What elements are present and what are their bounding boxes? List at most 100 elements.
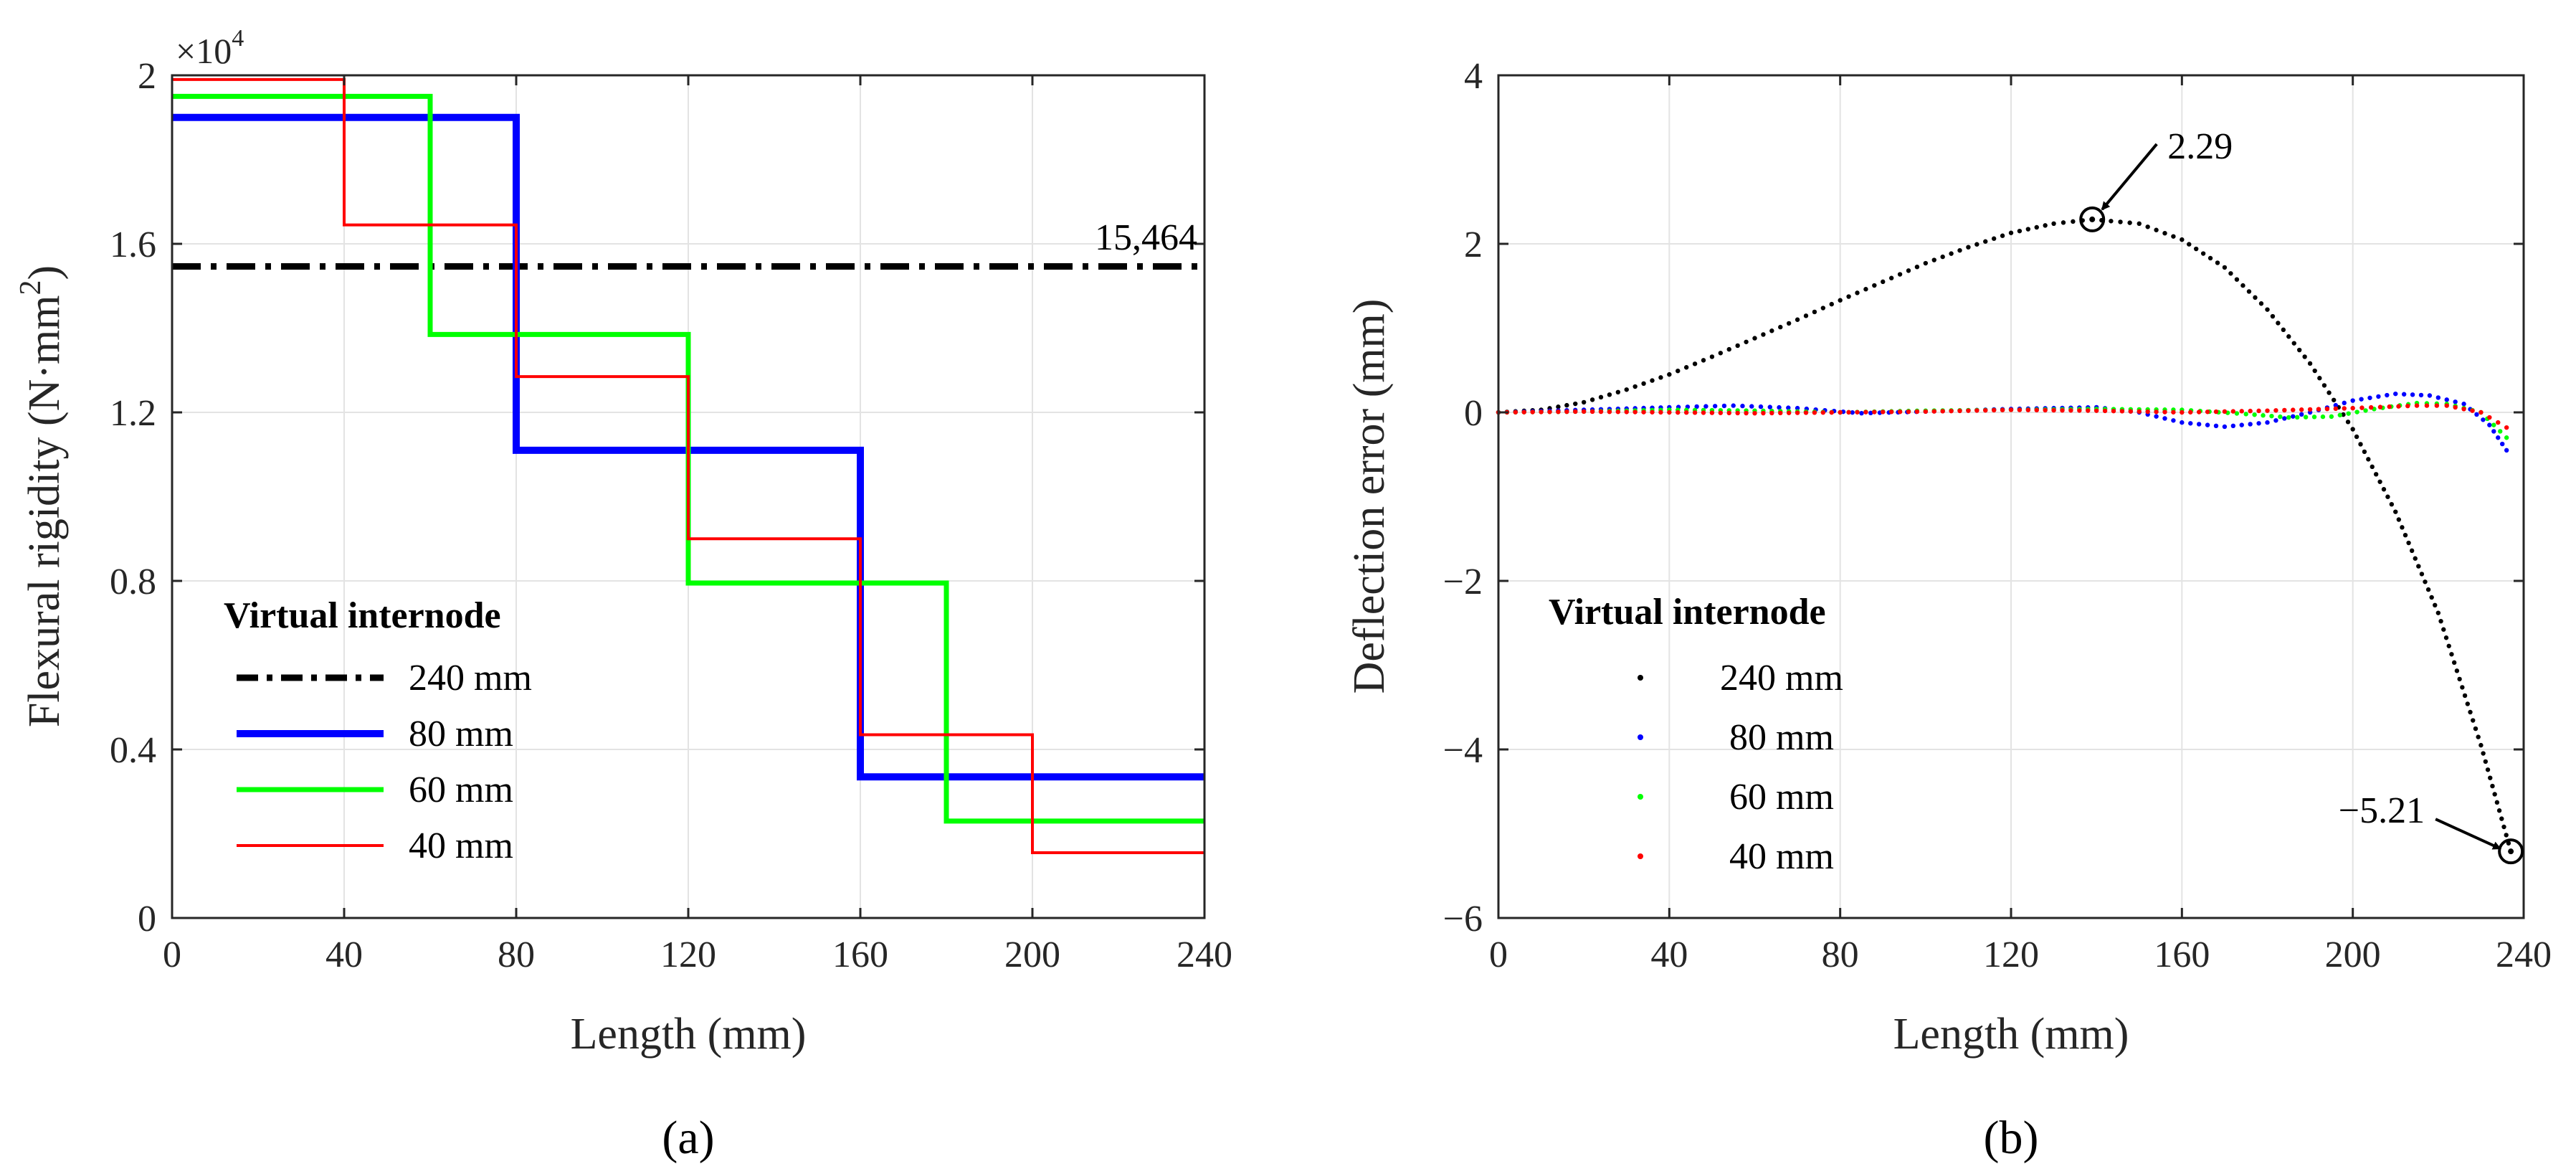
panel-a-y-ticks: 0 0.4 0.8 1.2 1.6 2 (110, 56, 1204, 939)
data-point (1859, 410, 1864, 416)
data-point (2043, 407, 2048, 413)
data-point (2354, 410, 2359, 415)
data-point (2154, 227, 2159, 232)
data-point (2362, 449, 2367, 455)
data-point (2193, 246, 2199, 252)
data-point (1556, 404, 1561, 410)
panel-b-legend-title: Virtual internode (1549, 592, 1826, 633)
data-point (2492, 792, 2497, 797)
data-point (1641, 410, 1646, 415)
data-point (2461, 407, 2466, 412)
data-point (1974, 408, 1979, 413)
data-point (2317, 376, 2322, 381)
data-point (2414, 403, 2420, 408)
data-point (2128, 409, 2134, 414)
data-point (2346, 411, 2351, 416)
x-tick-label: 120 (660, 934, 716, 975)
data-point (2180, 237, 2185, 242)
annotation-marker (2079, 206, 2106, 232)
data-point (1786, 410, 1792, 415)
data-point (1692, 410, 1698, 415)
panel-b-x-ticks: 0 40 80 120 160 200 240 (1489, 75, 2552, 975)
data-point (1547, 410, 1552, 415)
x-tick-label: 40 (1650, 934, 1688, 975)
data-point (1957, 408, 1962, 414)
data-point (1632, 384, 1638, 389)
data-point (2487, 422, 2492, 427)
data-point (2424, 403, 2430, 408)
data-point (2438, 618, 2443, 624)
data-point (2162, 230, 2167, 236)
data-point (2381, 487, 2387, 492)
y-tick-label: −2 (1443, 562, 1483, 602)
data-point (2196, 422, 2202, 427)
data-point (2500, 441, 2505, 447)
data-point (2240, 283, 2245, 288)
legend-label-240-mm: 240 mm (1720, 658, 1843, 699)
data-point (2215, 260, 2220, 265)
data-point (2312, 368, 2317, 374)
data-point (2405, 403, 2410, 409)
data-point (1881, 410, 1886, 415)
data-point (2109, 219, 2114, 224)
data-point (2207, 255, 2213, 261)
data-point (2230, 423, 2236, 428)
x-tick-label: 240 (2496, 934, 2552, 975)
data-point (2367, 395, 2372, 400)
data-point (1949, 251, 1954, 256)
data-point (2077, 408, 2082, 413)
data-point (2137, 221, 2142, 226)
x-tick-label: 80 (1822, 934, 1859, 975)
data-point (2061, 220, 2066, 225)
data-point (1650, 410, 1655, 415)
data-point (2282, 407, 2287, 413)
data-point (2253, 295, 2258, 300)
data-point (2252, 412, 2257, 417)
data-point (2299, 412, 2304, 417)
data-point (1694, 404, 1699, 410)
data-point (2473, 726, 2478, 732)
data-point (1931, 257, 1936, 262)
data-point (1795, 410, 1800, 415)
data-point (1667, 371, 1672, 377)
data-point (2396, 404, 2401, 409)
data-point (2025, 227, 2031, 232)
data-point (1564, 409, 1569, 415)
x-tick-label: 160 (2154, 934, 2210, 975)
data-point (1581, 409, 1587, 415)
data-point (2273, 408, 2278, 413)
panel-b-grid (1498, 75, 2524, 918)
data-point (2222, 409, 2228, 415)
data-point (2359, 405, 2364, 410)
data-point (1607, 409, 1612, 415)
data-point (2248, 422, 2253, 427)
data-point (2034, 407, 2039, 413)
data-point (2377, 404, 2383, 410)
data-point (2071, 219, 2076, 224)
data-point (2350, 405, 2355, 411)
data-point (2446, 643, 2451, 648)
data-point (2481, 751, 2486, 756)
x-tick-label: 80 (498, 934, 535, 975)
data-point (2471, 718, 2476, 723)
data-point (1752, 410, 1757, 416)
data-point (1957, 247, 1962, 253)
data-point (2354, 434, 2359, 440)
data-point (2393, 509, 2398, 514)
x-tick-label: 0 (1489, 934, 1508, 975)
series-dots-40-mm (1496, 403, 2509, 430)
data-point (2154, 414, 2159, 419)
data-point (1812, 410, 1817, 415)
data-point (2093, 408, 2099, 413)
data-point (2494, 800, 2500, 805)
y-tick-label: 1.6 (110, 224, 156, 265)
data-point (2416, 564, 2421, 569)
data-point (2296, 347, 2302, 353)
data-point (1767, 404, 1772, 410)
data-point (1573, 409, 1578, 415)
panel-a-x-ticks: 0 40 80 120 160 200 240 (163, 75, 1232, 975)
data-point (2234, 277, 2240, 282)
data-point (2481, 417, 2486, 422)
data-point (2303, 415, 2309, 420)
